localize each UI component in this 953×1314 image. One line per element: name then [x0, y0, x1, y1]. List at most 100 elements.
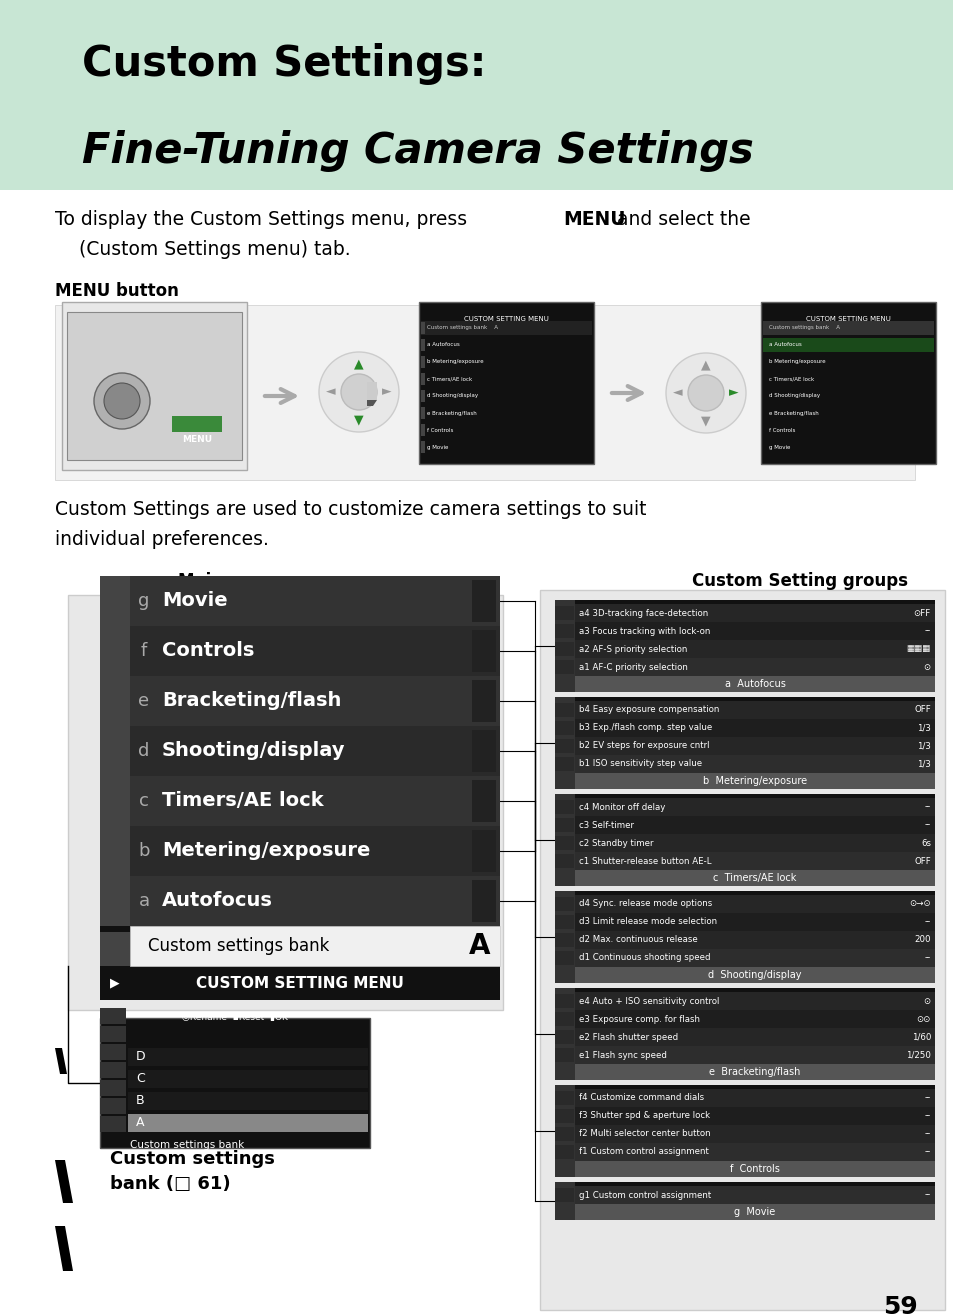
Bar — [555, 600, 575, 692]
Text: B: B — [136, 1095, 145, 1108]
Bar — [555, 1012, 574, 1026]
Text: c Timers/AE lock: c Timers/AE lock — [427, 377, 472, 381]
Text: a Autofocus: a Autofocus — [427, 343, 459, 347]
Bar — [472, 731, 496, 773]
Bar — [130, 926, 499, 966]
Circle shape — [340, 374, 376, 410]
Bar — [575, 1010, 934, 1028]
Bar — [555, 933, 574, 947]
Bar — [575, 1204, 934, 1219]
Text: A: A — [136, 1117, 144, 1130]
Bar — [420, 373, 424, 385]
Text: a  Autofocus: a Autofocus — [723, 679, 784, 689]
Bar — [100, 576, 130, 625]
Text: c Timers/AE lock: c Timers/AE lock — [768, 377, 814, 381]
Bar — [420, 442, 424, 453]
Bar — [555, 1183, 934, 1219]
Bar — [575, 834, 934, 851]
Text: To display the Custom Settings menu, press: To display the Custom Settings menu, pre… — [55, 210, 473, 229]
Bar — [575, 737, 934, 756]
Bar — [575, 756, 934, 773]
Text: g: g — [138, 593, 150, 610]
Text: e1 Flash sync speed: e1 Flash sync speed — [578, 1050, 666, 1059]
Bar — [555, 1127, 574, 1141]
Bar — [555, 794, 575, 886]
Bar — [100, 675, 130, 727]
Bar — [575, 675, 934, 692]
Text: Custom settings bank    A: Custom settings bank A — [768, 326, 840, 331]
Text: e2 Flash shutter speed: e2 Flash shutter speed — [578, 1033, 678, 1042]
Circle shape — [94, 373, 150, 428]
Text: d4 Sync. release mode options: d4 Sync. release mode options — [578, 900, 712, 908]
Bar — [555, 660, 574, 674]
Bar — [575, 604, 934, 622]
Bar — [472, 681, 496, 721]
Bar — [575, 949, 934, 967]
Bar — [555, 800, 574, 813]
Text: e4 Auto + ISO sensitivity control: e4 Auto + ISO sensitivity control — [578, 996, 719, 1005]
Bar — [575, 1106, 934, 1125]
Text: e3 Exposure comp. for flash: e3 Exposure comp. for flash — [578, 1014, 700, 1024]
Bar — [130, 876, 499, 926]
Text: ▼: ▼ — [354, 414, 363, 427]
Text: f Controls: f Controls — [768, 427, 795, 432]
Bar — [555, 1144, 574, 1159]
Text: g Movie: g Movie — [768, 444, 789, 449]
Bar — [420, 424, 424, 436]
Text: b  Metering/exposure: b Metering/exposure — [702, 777, 806, 786]
Bar — [0, 0, 953, 191]
Bar — [575, 640, 934, 658]
Bar — [575, 932, 934, 949]
Text: --: -- — [923, 820, 930, 829]
Bar — [472, 830, 496, 872]
Bar — [555, 1085, 934, 1177]
Text: OFF: OFF — [913, 857, 930, 866]
Text: ►: ► — [382, 385, 392, 398]
Text: c: c — [139, 792, 149, 809]
Text: CUSTOM SETTING MENU: CUSTOM SETTING MENU — [196, 975, 403, 991]
Text: CUSTOM SETTING MENU: CUSTOM SETTING MENU — [463, 315, 548, 322]
Text: ⊙FF: ⊙FF — [913, 608, 930, 618]
Text: ⊙: ⊙ — [923, 996, 930, 1005]
Bar — [762, 321, 933, 335]
Text: b1 ISO sensitivity step value: b1 ISO sensitivity step value — [578, 759, 701, 769]
Bar — [100, 1099, 126, 1114]
Bar — [172, 417, 222, 432]
Text: Bracketing/flash: Bracketing/flash — [162, 691, 341, 711]
Bar — [420, 407, 424, 419]
Bar — [555, 696, 575, 788]
Bar — [555, 1188, 574, 1202]
Text: f Controls: f Controls — [427, 427, 453, 432]
Text: ◄: ◄ — [326, 385, 335, 398]
Bar — [100, 827, 130, 876]
Bar — [575, 895, 934, 913]
Bar — [575, 851, 934, 870]
Text: Movie: Movie — [162, 591, 228, 611]
Bar — [100, 876, 130, 926]
Bar — [555, 606, 574, 620]
Text: b2 EV steps for exposure cntrl: b2 EV steps for exposure cntrl — [578, 741, 709, 750]
Bar — [100, 625, 130, 675]
Bar — [555, 738, 574, 753]
Text: --: -- — [923, 1112, 930, 1121]
Text: g1 Custom control assignment: g1 Custom control assignment — [578, 1190, 711, 1200]
Text: b Metering/exposure: b Metering/exposure — [768, 360, 824, 364]
Bar — [100, 1116, 126, 1131]
Text: Autofocus: Autofocus — [162, 891, 273, 911]
Text: D: D — [136, 1050, 146, 1063]
Bar — [555, 1030, 574, 1045]
Text: e: e — [138, 692, 150, 710]
Bar — [367, 382, 376, 399]
Text: ▼: ▼ — [700, 414, 710, 427]
Text: g  Movie: g Movie — [734, 1208, 775, 1217]
Text: 59: 59 — [882, 1296, 917, 1314]
Text: --: -- — [923, 954, 930, 962]
Polygon shape — [55, 1226, 73, 1271]
Text: --: -- — [923, 917, 930, 926]
Text: Custom settings bank: Custom settings bank — [148, 937, 329, 955]
Circle shape — [687, 374, 723, 411]
Bar — [100, 727, 130, 777]
Bar — [539, 590, 944, 1310]
Text: --: -- — [923, 1130, 930, 1138]
Text: b3 Exp./flash comp. step value: b3 Exp./flash comp. step value — [578, 724, 712, 732]
